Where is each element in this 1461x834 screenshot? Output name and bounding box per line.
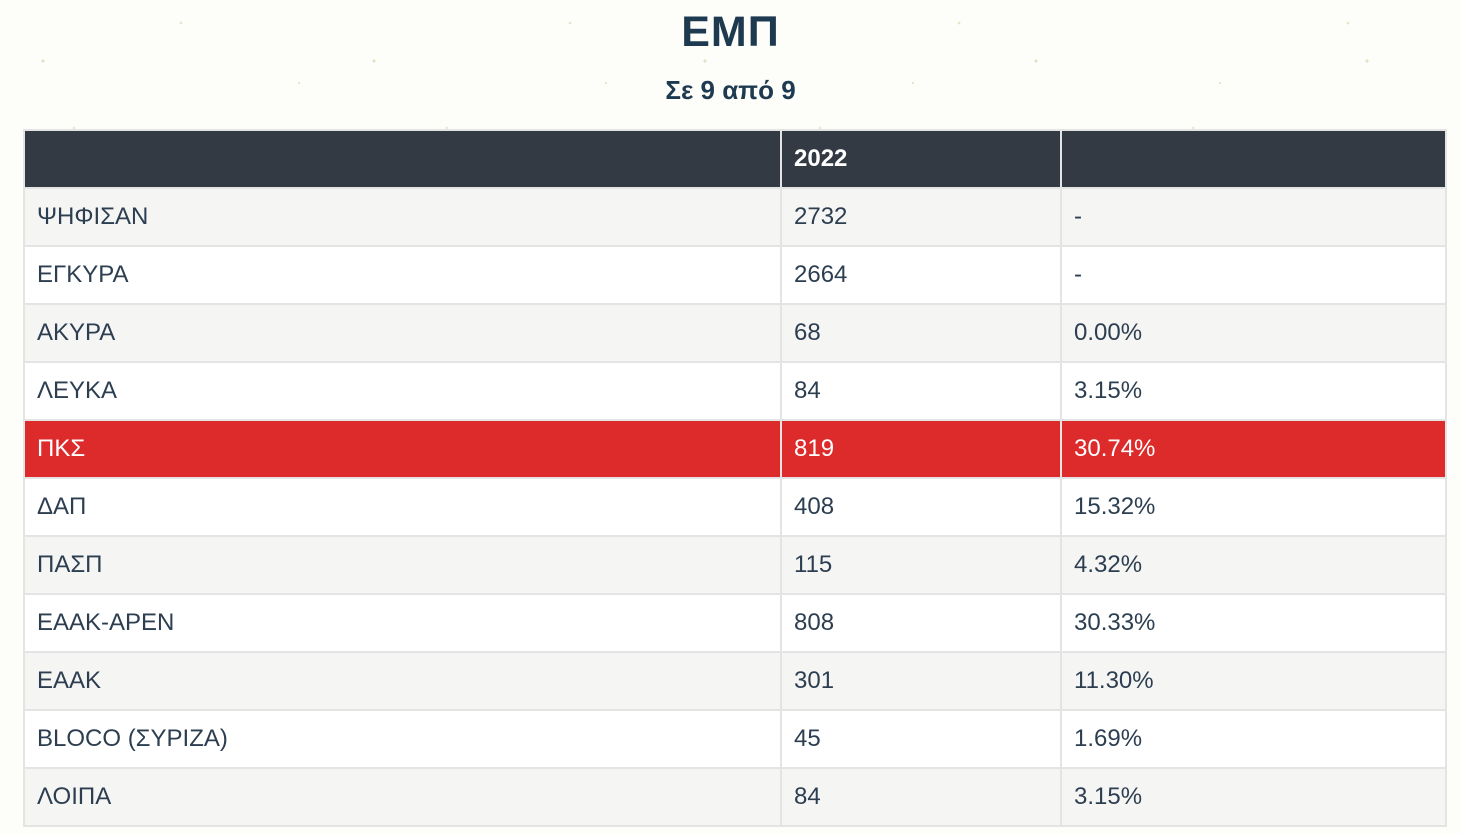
row-percent-cell: 30.74%: [1060, 419, 1447, 479]
row-label-cell: ΑΚΥΡΑ: [23, 303, 782, 363]
row-votes-cell: 115: [780, 535, 1062, 595]
row-votes-cell: 84: [780, 767, 1062, 827]
row-percent-cell: 3.15%: [1060, 361, 1447, 421]
row-votes-cell: 2732: [780, 187, 1062, 247]
page-subtitle: Σε 9 από 9: [665, 75, 796, 105]
row-votes-cell: 301: [780, 651, 1062, 711]
row-label-cell: ΕΑΑΚ: [23, 651, 782, 711]
table-row: ΕΑΑΚ 301 11.30%: [23, 651, 1447, 711]
row-label-cell: ΕΑΑΚ-ΑΡΕΝ: [23, 593, 782, 653]
table-row: ΑΚΥΡΑ 68 0.00%: [23, 303, 1447, 363]
row-percent-cell: -: [1060, 245, 1447, 305]
row-votes-cell: 84: [780, 361, 1062, 421]
row-votes-cell: 45: [780, 709, 1062, 769]
row-label-cell: ΠΚΣ: [23, 419, 782, 479]
table-row: ΕΑΑΚ-ΑΡΕΝ 808 30.33%: [23, 593, 1447, 653]
table-row: BLOCO (ΣΥΡΙΖΑ) 45 1.69%: [23, 709, 1447, 769]
row-label-cell: ΛΕΥΚΑ: [23, 361, 782, 421]
row-percent-cell: 11.30%: [1060, 651, 1447, 711]
table-row: ΛΕΥΚΑ 84 3.15%: [23, 361, 1447, 421]
row-percent-cell: 3.15%: [1060, 767, 1447, 827]
table-header-row: 2022: [23, 129, 1447, 189]
table-row: ΔΑΠ 408 15.32%: [23, 477, 1447, 537]
row-label-cell: ΛΟΙΠΑ: [23, 767, 782, 827]
row-votes-cell: 819: [780, 419, 1062, 479]
row-percent-cell: 30.33%: [1060, 593, 1447, 653]
row-label-cell: ΕΓΚΥΡΑ: [23, 245, 782, 305]
row-votes-cell: 408: [780, 477, 1062, 537]
table-row-highlighted: ΠΚΣ 819 30.74%: [23, 419, 1447, 479]
table-row: ΨΗΦΙΣΑΝ 2732 -: [23, 187, 1447, 247]
year-column-header: 2022: [780, 129, 1062, 189]
row-percent-cell: 15.32%: [1060, 477, 1447, 537]
row-label-cell: BLOCO (ΣΥΡΙΖΑ): [23, 709, 782, 769]
label-column-header: [23, 129, 782, 189]
table-row: ΛΟΙΠΑ 84 3.15%: [23, 767, 1447, 827]
row-percent-cell: 0.00%: [1060, 303, 1447, 363]
row-percent-cell: 4.32%: [1060, 535, 1447, 595]
row-percent-cell: -: [1060, 187, 1447, 247]
table-row: ΠΑΣΠ 115 4.32%: [23, 535, 1447, 595]
row-label-cell: ΨΗΦΙΣΑΝ: [23, 187, 782, 247]
row-votes-cell: 2664: [780, 245, 1062, 305]
percent-column-header: [1060, 129, 1447, 189]
table-row: ΕΓΚΥΡΑ 2664 -: [23, 245, 1447, 305]
row-label-cell: ΔΑΠ: [23, 477, 782, 537]
row-votes-cell: 68: [780, 303, 1062, 363]
results-table: 2022 ΨΗΦΙΣΑΝ 2732 - ΕΓΚΥΡΑ 2664 - ΑΚΥΡΑ …: [23, 129, 1447, 827]
row-label-cell: ΠΑΣΠ: [23, 535, 782, 595]
row-percent-cell: 1.69%: [1060, 709, 1447, 769]
page-title: ΕΜΠ: [681, 8, 780, 56]
row-votes-cell: 808: [780, 593, 1062, 653]
